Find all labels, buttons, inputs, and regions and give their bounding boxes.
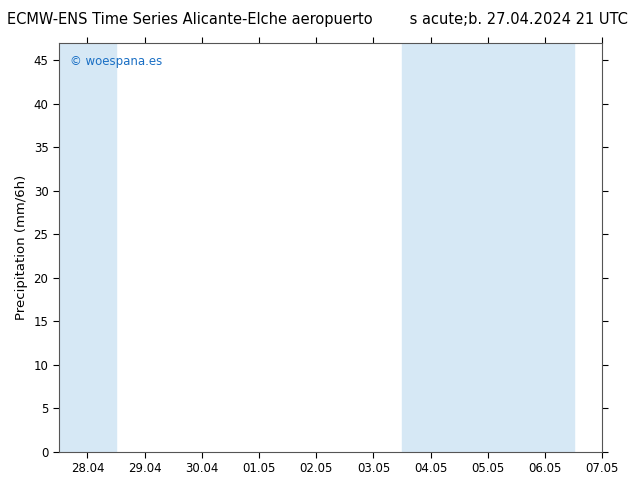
Bar — [402, 43, 459, 452]
Bar — [459, 43, 517, 452]
Text: © woespana.es: © woespana.es — [70, 55, 162, 68]
Bar — [517, 43, 574, 452]
Y-axis label: Precipitation (mm/6h): Precipitation (mm/6h) — [15, 174, 28, 319]
Text: ECMW-ENS Time Series Alicante-Elche aeropuerto        s acute;b. 27.04.2024 21 U: ECMW-ENS Time Series Alicante-Elche aero… — [6, 12, 628, 27]
Bar — [59, 43, 116, 452]
